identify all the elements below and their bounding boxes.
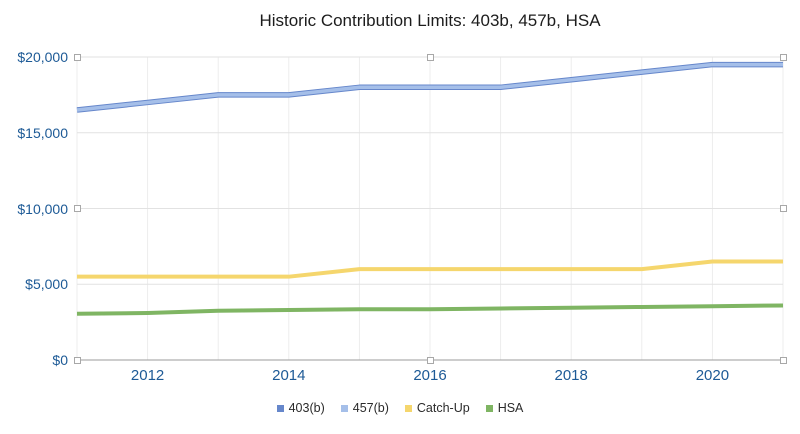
legend-swatch-457-b [340, 404, 348, 412]
selection-handle[interactable] [426, 356, 434, 364]
chart-title: Historic Contribution Limits: 403b, 457b… [259, 11, 601, 30]
selection-handle[interactable] [779, 356, 787, 364]
legend-swatch-403-b [276, 404, 284, 412]
y-tick-label: $20,000 [17, 49, 68, 65]
selection-handle[interactable] [426, 53, 434, 61]
legend-item-403-b[interactable]: 403(b) [276, 401, 325, 415]
selection-handle[interactable] [73, 53, 81, 61]
y-tick-label: $0 [52, 352, 68, 368]
x-tick-label: 2014 [272, 367, 306, 384]
series-line-457-b [76, 62, 783, 112]
legend: 403(b) 457(b) Catch-Up HSA [0, 401, 800, 415]
legend-label: HSA [497, 401, 524, 415]
legend-swatch-catch-up [404, 404, 412, 412]
x-tick-label: 2018 [554, 367, 588, 384]
selection-handle[interactable] [779, 53, 787, 61]
x-tick-label: 2016 [413, 367, 447, 384]
y-tick-label: $15,000 [17, 124, 68, 141]
series-line-catch-up [77, 259, 783, 279]
legend-swatch-hsa [485, 404, 493, 412]
legend-label: 457(b) [352, 401, 389, 415]
y-tick-label: $5,000 [25, 276, 68, 293]
legend-item-catch-up[interactable]: Catch-Up [404, 401, 470, 415]
series-line-hsa [76, 303, 784, 316]
x-tick-label: 2020 [695, 367, 730, 384]
selection-handle[interactable] [779, 205, 787, 212]
x-tick-label: 2012 [130, 367, 165, 384]
legend-label: 403(b) [288, 401, 325, 415]
selection-handle[interactable] [73, 356, 81, 364]
y-tick-label: $10,000 [17, 200, 68, 217]
legend-label: Catch-Up [416, 401, 470, 415]
selection-handle[interactable] [73, 205, 81, 212]
legend-item-hsa[interactable]: HSA [485, 401, 524, 415]
legend-item-457-b[interactable]: 457(b) [340, 401, 389, 415]
